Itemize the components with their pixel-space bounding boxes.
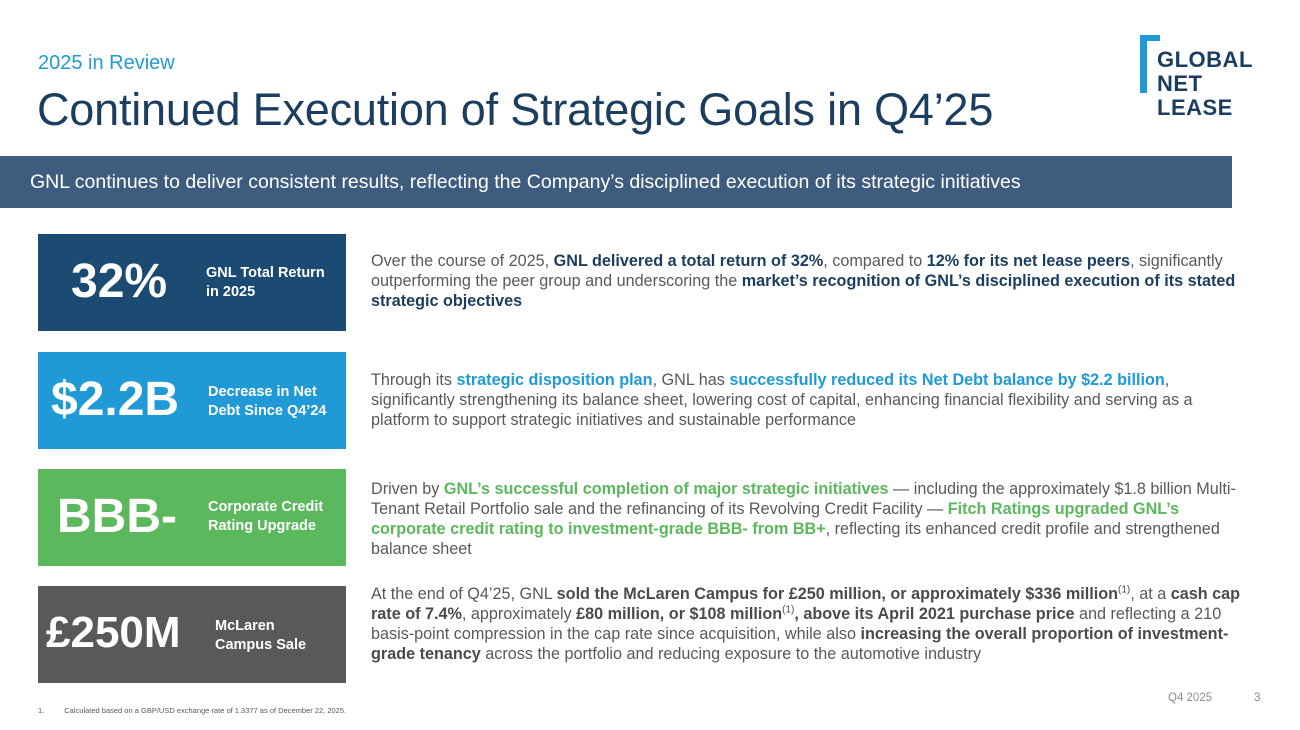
banner-text: GNL continues to deliver consistent resu… [30, 171, 1021, 193]
highlight-purchase-price: , above its April 2021 purchase price [794, 605, 1075, 623]
highlight-disposition-plan: strategic disposition plan [456, 371, 653, 389]
tile-label: GNL Total Return in 2025 [206, 264, 325, 302]
highlight-cap-rate: cash cap rate of 7.4% [371, 585, 1241, 623]
footnote-ref: (1) [1118, 584, 1131, 596]
paragraph-net-debt: Through its strategic disposition plan, … [371, 370, 1251, 430]
text-run: and reflecting a 210 basis-point compres… [371, 605, 1222, 643]
highlight-sale-price: sold the McLaren Campus for £250 million… [556, 585, 1118, 603]
logo-mark-top [1140, 35, 1160, 41]
highlight-gain: £80 million, or $108 million [576, 605, 783, 623]
highlight-peers: 12% for its net lease peers [926, 252, 1131, 270]
paragraph-total-return: Over the course of 2025, GNL delivered a… [371, 251, 1251, 311]
text-run: Through its [371, 371, 457, 389]
text-run: , approximately [461, 605, 577, 623]
highlight-strategic-initiatives: GNL’s successful completion of major str… [443, 480, 889, 498]
text-run: Over the course of 2025, [371, 252, 554, 270]
tile-label-line1: GNL Total Return [206, 265, 325, 281]
logo-text-line1: GLOBAL [1157, 47, 1253, 72]
section-kicker: 2025 in Review [38, 52, 175, 74]
page-number: 3 [1254, 692, 1261, 704]
text-run: , GNL has [652, 371, 730, 389]
tile-label-line2: Debt Since Q4’24 [208, 403, 327, 419]
footnote-number: 1. [38, 706, 45, 715]
highlight-fitch-upgrade: Fitch Ratings upgraded GNL’s corporate c… [371, 500, 1180, 538]
tile-net-debt: $2.2B Decrease in Net Debt Since Q4’24 [38, 352, 346, 449]
tile-label-line1: Corporate Credit [208, 499, 324, 515]
tile-value: £250M [46, 608, 181, 657]
tile-value: 32% [71, 255, 168, 308]
text-run: , significantly strengthening its balanc… [371, 371, 1193, 429]
quarter-label: Q4 2025 [1168, 692, 1213, 704]
tile-label-line1: Decrease in Net [208, 384, 317, 400]
company-logo: GLOBAL NET LEASE [1140, 35, 1270, 125]
tile-label-line2: Rating Upgrade [208, 518, 316, 534]
text-run: across the portfolio and reducing exposu… [480, 645, 982, 663]
tile-label-line1: McLaren [215, 618, 275, 634]
text-run: , at a [1130, 585, 1171, 603]
tile-label-line2: in 2025 [206, 284, 256, 300]
paragraph-mclaren-sale: At the end of Q4’25, GNL sold the McLare… [371, 584, 1251, 664]
text-run: , compared to [823, 252, 927, 270]
text-run: , significantly outperforming the peer g… [371, 252, 1223, 290]
footnote-text: Calculated based on a GBP/USD exchange r… [64, 706, 347, 715]
tile-label-line2: Campus Sale [215, 637, 307, 653]
text-run: , reflecting its enhanced credit profile… [371, 520, 1220, 558]
tile-label: Decrease in Net Debt Since Q4’24 [208, 383, 326, 421]
page-title: Continued Execution of Strategic Goals i… [37, 84, 994, 135]
summary-banner: GNL continues to deliver consistent resu… [0, 156, 1232, 208]
text-run: At the end of Q4’25, GNL [371, 585, 557, 603]
highlight-total-return: GNL delivered a total return of 32% [553, 252, 824, 270]
footnote-ref: (1) [782, 604, 795, 616]
highlight-investment-grade: increasing the overall proportion of inv… [371, 625, 1229, 663]
footnote: 1. Calculated based on a GBP/USD exchange… [38, 706, 346, 715]
tile-credit-rating: BBB- Corporate Credit Rating Upgrade [38, 469, 346, 566]
tile-label: McLaren Campus Sale [215, 617, 306, 655]
highlight-market-recognition: market’s recognition of GNL’s discipline… [371, 272, 1236, 310]
paragraph-credit-rating: Driven by GNL’s successful completion of… [371, 479, 1251, 559]
tile-value: BBB- [57, 490, 177, 543]
logo-text-line2: NET [1157, 71, 1203, 96]
tile-mclaren-sale: £250M McLaren Campus Sale [38, 586, 346, 683]
logo-mark [1140, 35, 1147, 93]
text-run: — including the approximately $1.8 billi… [371, 480, 1236, 518]
logo-text-line3: LEASE [1157, 95, 1233, 120]
tile-label: Corporate Credit Rating Upgrade [208, 498, 323, 536]
text-run: Driven by [371, 480, 444, 498]
highlight-net-debt: successfully reduced its Net Debt balanc… [729, 371, 1165, 389]
tile-total-return: 32% GNL Total Return in 2025 [38, 234, 346, 331]
tile-value: $2.2B [51, 373, 180, 426]
